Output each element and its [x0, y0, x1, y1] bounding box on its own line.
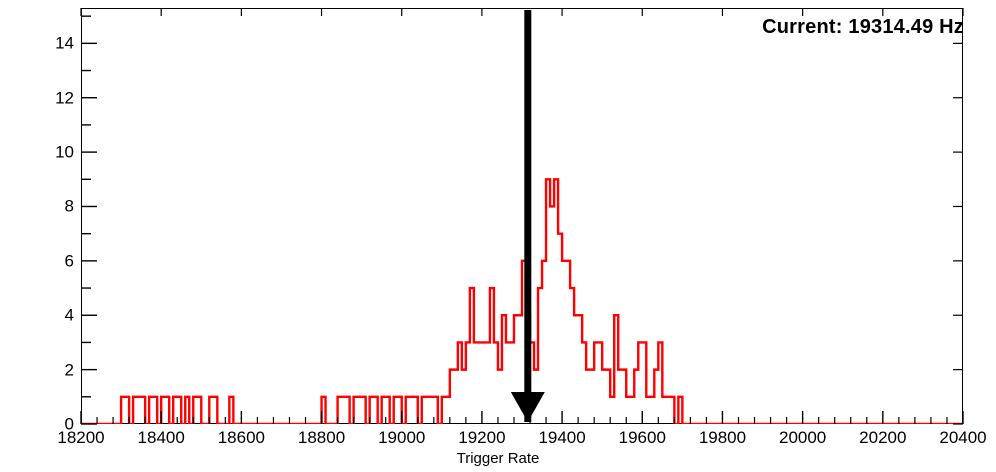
- y-axis-tick-label: 8: [64, 196, 74, 216]
- x-axis-tick-label: 19400: [538, 428, 586, 447]
- x-axis-tick-label: 18200: [57, 428, 105, 447]
- x-axis-tick-label: 19600: [618, 428, 666, 447]
- histogram-plot: [81, 8, 963, 424]
- y-axis-tick-label: 4: [64, 305, 74, 325]
- y-axis-tick-label: 12: [55, 88, 74, 108]
- y-axis-tick-labels: 0 2 4 6 8 10 12 14: [26, 0, 74, 472]
- plot-frame: [81, 8, 963, 424]
- x-axis-tick-labels: 18200 18400 18600 18800 19000 19200 19400 19600…: [0, 428, 996, 452]
- y-axis-tick-label: 6: [64, 251, 74, 271]
- x-axis-tick-label: 19200: [458, 428, 506, 447]
- x-axis-tick-label: 18400: [137, 428, 185, 447]
- x-axis-tick-label: 19800: [698, 428, 747, 447]
- y-axis-tick-label: 14: [55, 33, 74, 53]
- x-axis-title: Trigger Rate: [456, 450, 540, 467]
- y-axis-tick-label: 0: [64, 414, 74, 434]
- x-axis-tick-label: 19000: [378, 428, 426, 447]
- y-axis-tick-label: 2: [64, 360, 74, 380]
- x-axis-tick-label: 20400: [939, 428, 987, 447]
- current-rate-readout: Current: 19314.49 Hz: [762, 16, 964, 38]
- x-axis-tick-label: 20200: [859, 428, 907, 447]
- x-axis-tick-label: 18800: [297, 428, 346, 447]
- x-axis-tick-label: 20000: [778, 428, 827, 447]
- x-axis-tick-label: 18600: [217, 428, 265, 447]
- y-axis-tick-label: 10: [55, 142, 74, 162]
